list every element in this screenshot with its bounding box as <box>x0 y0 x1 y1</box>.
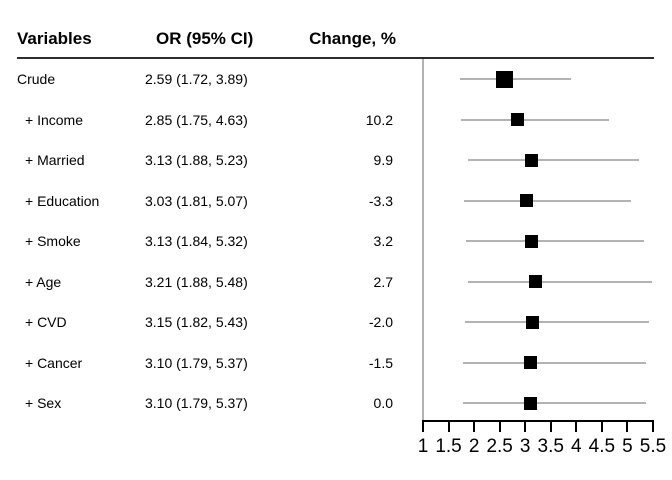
confidence-interval-line <box>463 361 647 364</box>
confidence-interval-line <box>464 199 631 202</box>
or-ci-value: 3.13 (1.88, 5.23) <box>145 152 248 168</box>
x-axis-tick <box>652 420 654 432</box>
point-estimate-marker <box>520 194 534 207</box>
point-estimate-marker <box>529 275 543 288</box>
x-axis-tick-label: 5.5 <box>639 436 667 457</box>
confidence-interval-line <box>465 240 644 242</box>
point-estimate-marker <box>526 315 540 329</box>
confidence-interval-line <box>461 118 609 121</box>
change-value: 3.2 <box>373 233 393 249</box>
header-rule <box>17 57 654 59</box>
variable-label: + Sex <box>25 395 62 411</box>
change-value: -2.0 <box>368 314 393 330</box>
point-estimate-marker <box>523 396 537 410</box>
change-value: 0.0 <box>373 395 393 411</box>
confidence-interval-line <box>467 280 652 283</box>
variable-label: + Married <box>25 152 85 168</box>
or-ci-value: 3.13 (1.84, 5.32) <box>145 233 248 249</box>
x-axis-tick-label: 3 <box>519 436 531 457</box>
point-estimate-marker <box>511 113 525 126</box>
variable-label: + Education <box>25 192 100 209</box>
x-axis-tick-label: 2.5 <box>486 436 513 457</box>
column-header-change: Change, % <box>309 29 396 48</box>
point-estimate-marker <box>495 70 513 88</box>
change-value: -3.3 <box>368 192 393 209</box>
variable-label: + Cancer <box>25 354 83 371</box>
or-ci-value: 3.10 (1.79, 5.37) <box>145 354 248 371</box>
x-axis-tick <box>626 420 629 432</box>
point-estimate-marker <box>523 356 537 369</box>
x-axis-line <box>423 420 653 422</box>
confidence-interval-line <box>467 159 640 161</box>
change-value: 10.2 <box>365 111 393 128</box>
x-axis-tick-label: 5 <box>622 436 633 457</box>
reference-line <box>422 59 424 420</box>
or-ci-value: 3.10 (1.79, 5.37) <box>145 395 248 411</box>
variable-label: + Income <box>25 111 83 128</box>
confidence-interval-line <box>463 402 647 404</box>
variable-label: + Age <box>25 273 62 290</box>
x-axis-tick <box>422 420 424 432</box>
or-ci-value: 2.59 (1.72, 3.89) <box>145 71 248 87</box>
or-ci-value: 3.21 (1.88, 5.48) <box>145 273 248 290</box>
point-estimate-marker <box>525 234 539 248</box>
x-axis-tick <box>473 420 476 432</box>
variable-label: Crude <box>17 71 56 87</box>
x-axis-tick-label: 1 <box>417 436 429 457</box>
change-value: 2.7 <box>373 273 393 290</box>
x-axis-tick <box>447 420 450 432</box>
confidence-interval-line <box>459 78 571 80</box>
change-value: -1.5 <box>368 354 393 371</box>
x-axis-tick-label: 1.5 <box>435 436 462 457</box>
variable-label: + Smoke <box>25 233 81 249</box>
x-axis-tick-label: 2 <box>468 436 480 457</box>
x-axis-tick <box>549 420 552 432</box>
change-value: 9.9 <box>373 152 393 168</box>
x-axis-tick <box>524 420 527 432</box>
x-axis-tick <box>575 420 578 432</box>
x-axis-tick-label: 4.5 <box>588 436 616 457</box>
x-axis-tick-label: 4 <box>571 436 582 457</box>
point-estimate-marker <box>525 153 539 167</box>
x-axis-tick <box>498 420 501 432</box>
x-axis-tick <box>600 420 603 432</box>
x-axis-tick-label: 3.5 <box>537 436 564 457</box>
variable-label: + CVD <box>25 314 67 330</box>
or-ci-value: 3.03 (1.81, 5.07) <box>145 192 248 209</box>
or-ci-value: 3.15 (1.82, 5.43) <box>145 314 248 330</box>
or-ci-value: 2.85 (1.75, 4.63) <box>145 111 248 128</box>
column-header-or-ci: OR (95% CI) <box>156 29 254 48</box>
column-header-variables: Variables <box>17 29 92 48</box>
confidence-interval-line <box>464 321 650 323</box>
